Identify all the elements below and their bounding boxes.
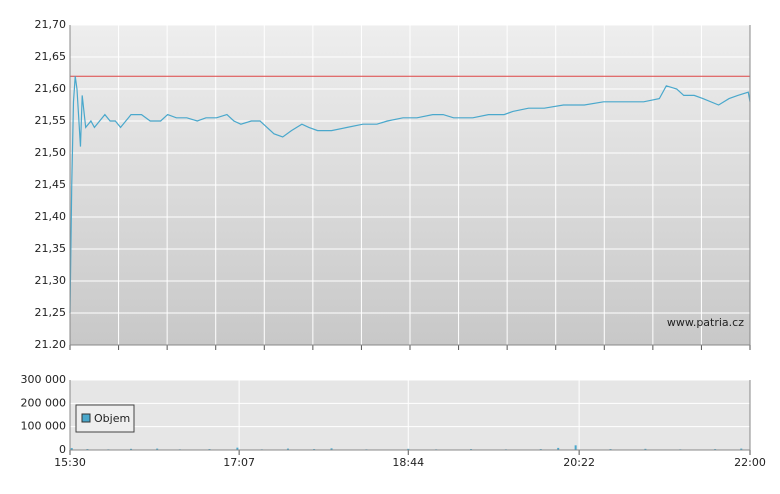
y-tick-label: 21,45 [35,178,67,191]
x-tick-label: 22:00 [734,456,766,469]
x-tick-label: 18:44 [392,456,424,469]
y-tick-label: 200 000 [21,396,67,409]
y-tick-label: 21.20 [35,338,67,351]
volume-area [70,380,750,450]
watermark: www.patria.cz [667,316,744,329]
volume-bar [70,448,73,450]
volume-bar [407,448,410,450]
volume-bar [130,448,133,450]
y-tick-label: 21,60 [35,82,67,95]
price-line [69,76,751,314]
x-tick-label: 17:07 [223,456,255,469]
volume-bar [557,447,560,450]
volume-bar [644,448,647,450]
volume-bar [330,448,333,450]
volume-bar [740,448,743,450]
y-tick-label: 100 000 [21,420,67,433]
y-tick-label: 21,50 [35,146,67,159]
legend-swatch [81,413,91,423]
y-tick-label: 21,55 [35,114,67,127]
y-tick-label: 21,25 [35,306,67,319]
volume-bar [236,447,239,450]
legend-label: Objem [94,412,130,425]
y-tick-label: 300 000 [21,373,67,386]
y-tick-label: 21,35 [35,242,67,255]
volume-bar [286,448,289,450]
y-tick-label: 21,70 [35,18,67,31]
y-tick-label: 21,65 [35,50,67,63]
volume-bar [574,445,577,450]
y-tick-label: 21,40 [35,210,67,223]
y-tick-label: 21,30 [35,274,67,287]
y-tick-label: 0 [59,443,66,456]
x-tick-label: 15:30 [54,456,86,469]
volume-bar [156,448,159,450]
x-tick-label: 20:22 [563,456,595,469]
